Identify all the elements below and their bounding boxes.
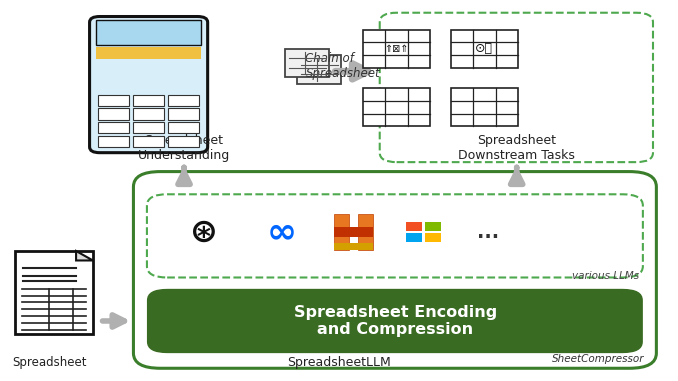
- FancyBboxPatch shape: [168, 95, 199, 106]
- FancyBboxPatch shape: [425, 222, 441, 231]
- FancyBboxPatch shape: [334, 227, 373, 237]
- FancyBboxPatch shape: [89, 16, 207, 153]
- FancyBboxPatch shape: [98, 109, 129, 120]
- FancyBboxPatch shape: [133, 109, 164, 120]
- Text: ⊛: ⊛: [191, 216, 218, 249]
- Text: ...: ...: [477, 223, 499, 242]
- FancyBboxPatch shape: [98, 136, 129, 147]
- FancyBboxPatch shape: [168, 136, 199, 147]
- FancyBboxPatch shape: [363, 88, 431, 126]
- FancyBboxPatch shape: [134, 171, 656, 368]
- FancyBboxPatch shape: [133, 136, 164, 147]
- FancyBboxPatch shape: [168, 109, 199, 120]
- FancyBboxPatch shape: [285, 49, 329, 77]
- FancyBboxPatch shape: [133, 95, 164, 106]
- Text: SpreadsheetLLM: SpreadsheetLLM: [287, 356, 391, 369]
- FancyBboxPatch shape: [147, 194, 643, 277]
- Text: various LLMs: various LLMs: [572, 271, 639, 280]
- Text: Spreadsheet: Spreadsheet: [12, 356, 86, 369]
- Polygon shape: [76, 251, 93, 261]
- FancyBboxPatch shape: [406, 233, 422, 242]
- Text: Spreadsheet
Understanding: Spreadsheet Understanding: [138, 134, 230, 162]
- Text: Spreadsheet
Downstream Tasks: Spreadsheet Downstream Tasks: [458, 134, 575, 162]
- FancyBboxPatch shape: [358, 214, 373, 250]
- FancyBboxPatch shape: [425, 233, 441, 242]
- Text: SheetCompressor: SheetCompressor: [553, 354, 645, 364]
- Text: Chain of
Spreadsheet: Chain of Spreadsheet: [306, 52, 380, 80]
- FancyBboxPatch shape: [406, 222, 422, 231]
- Text: ∞: ∞: [267, 215, 297, 249]
- FancyBboxPatch shape: [96, 20, 201, 45]
- Text: ⇑⊠⇑: ⇑⊠⇑: [384, 44, 409, 54]
- FancyBboxPatch shape: [451, 30, 518, 67]
- FancyBboxPatch shape: [168, 122, 199, 133]
- FancyBboxPatch shape: [98, 122, 129, 133]
- FancyBboxPatch shape: [334, 243, 373, 250]
- FancyBboxPatch shape: [380, 13, 653, 162]
- FancyBboxPatch shape: [147, 289, 643, 353]
- Text: Spreadsheet Encoding
and Compression: Spreadsheet Encoding and Compression: [294, 305, 497, 337]
- FancyBboxPatch shape: [334, 214, 348, 250]
- FancyBboxPatch shape: [451, 88, 518, 126]
- FancyBboxPatch shape: [363, 30, 431, 67]
- FancyBboxPatch shape: [96, 47, 201, 59]
- FancyBboxPatch shape: [98, 95, 129, 106]
- FancyBboxPatch shape: [16, 251, 93, 334]
- FancyBboxPatch shape: [133, 122, 164, 133]
- Text: ⊙⌕: ⊙⌕: [475, 42, 494, 55]
- FancyBboxPatch shape: [298, 56, 341, 84]
